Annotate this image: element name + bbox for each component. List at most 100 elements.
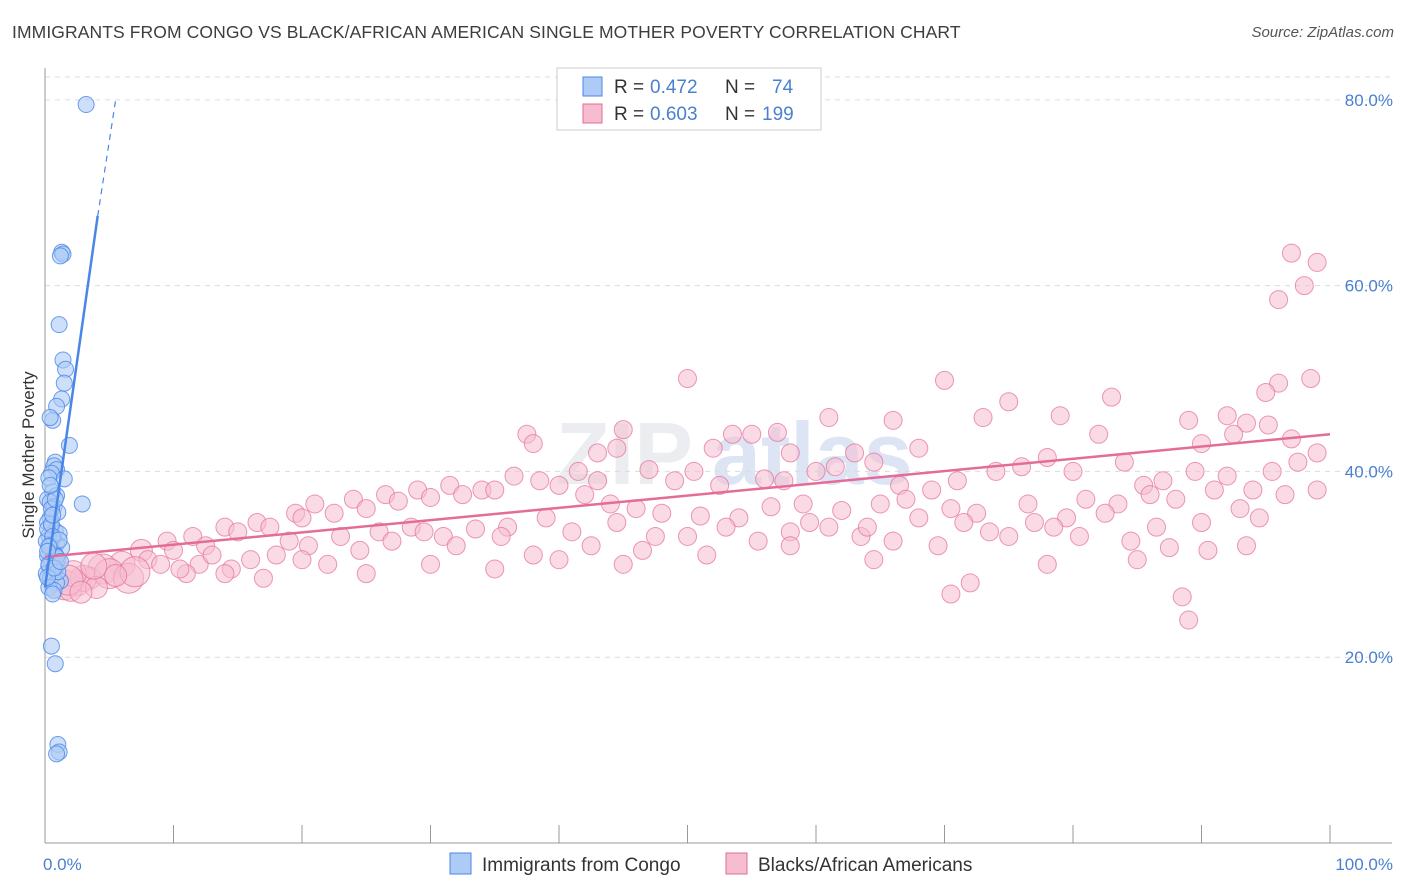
correlation-legend: R = 0.472 N = 74 R = 0.603 N = 199: [556, 67, 822, 131]
point-black-african-american: [652, 503, 672, 523]
legend-swatch-blue: [582, 76, 603, 97]
point-black-african-american: [684, 461, 704, 481]
point-black-african-american: [1037, 448, 1057, 467]
point-black-african-american: [613, 420, 633, 440]
point-black-african-american: [935, 370, 954, 390]
point-black-african-american: [1012, 457, 1032, 477]
point-black-african-american: [266, 545, 286, 565]
point-black-african-american: [523, 545, 543, 565]
point-black-african-american: [1127, 550, 1147, 570]
point-black-african-american: [1063, 461, 1083, 481]
point-black-african-american: [1102, 387, 1122, 407]
chart-title: IMMIGRANTS FROM CONGO VS BLACK/AFRICAN A…: [12, 22, 961, 42]
point-black-african-american: [485, 480, 505, 500]
point-black-african-american: [1024, 513, 1044, 533]
legend-r-label-2: R =: [614, 104, 644, 125]
point-black-african-american: [780, 536, 800, 556]
legend-n-value-2: 199: [762, 104, 794, 125]
point-black-african-american: [864, 550, 884, 570]
point-black-african-american: [562, 522, 582, 542]
point-black-african-american: [645, 526, 665, 546]
point-black-african-american: [755, 469, 775, 489]
point-black-african-american: [1281, 243, 1301, 263]
point-black-african-american: [1269, 290, 1289, 310]
point-black-african-american: [883, 531, 903, 551]
point-black-african-american: [530, 471, 550, 491]
legend-r-label-1: R =: [614, 77, 644, 98]
point-black-african-american: [748, 531, 768, 551]
point-black-african-american: [806, 461, 826, 481]
point-black-african-american: [151, 554, 171, 574]
point-black-african-american: [710, 475, 730, 495]
point-black-african-american: [607, 438, 627, 458]
point-black-african-american: [356, 499, 376, 519]
point-black-african-american: [588, 443, 608, 463]
point-congo: [73, 495, 91, 513]
point-black-african-american: [979, 522, 999, 542]
point-black-african-american: [1204, 480, 1224, 500]
point-black-african-american: [279, 531, 299, 551]
point-black-african-american: [1269, 373, 1289, 393]
point-black-african-american: [825, 457, 845, 477]
point-black-african-american: [1044, 517, 1064, 537]
point-black-african-american: [1089, 424, 1109, 444]
point-black-african-american: [1243, 480, 1263, 500]
point-congo: [42, 637, 60, 655]
y-tick-label: 80.0%: [1345, 91, 1393, 110]
point-black-african-american: [639, 460, 659, 480]
bottom-legend-label-black: Blacks/African Americans: [758, 855, 972, 876]
point-black-african-american: [260, 517, 280, 537]
point-black-african-american: [1236, 413, 1256, 433]
point-black-african-american: [928, 536, 948, 556]
point-black-african-american: [722, 424, 742, 444]
point-black-african-american: [665, 471, 685, 491]
point-black-african-american: [356, 564, 376, 584]
point-black-african-american: [1256, 382, 1276, 402]
point-black-african-american: [1172, 587, 1192, 607]
point-black-african-american: [388, 491, 408, 511]
point-black-african-american: [1114, 452, 1134, 472]
axes: [44, 68, 1392, 844]
point-black-african-american: [1179, 410, 1199, 430]
point-black-african-american: [446, 536, 466, 556]
point-congo: [55, 374, 73, 392]
point-black-african-american: [421, 554, 440, 574]
legend-n-value-1: 74: [772, 77, 794, 98]
point-black-african-american: [1301, 369, 1321, 389]
point-black-african-american: [318, 554, 338, 574]
trend-line-congo-extension: [97, 99, 117, 217]
legend-n-label-2: N =: [725, 104, 755, 125]
x-tick-label-max: 100.0%: [1335, 855, 1393, 874]
y-axis-title: Single Mother Poverty: [19, 371, 38, 539]
point-black-african-american: [183, 526, 203, 546]
point-black-african-american: [382, 531, 402, 551]
point-black-african-american: [832, 500, 852, 520]
point-black-african-american: [857, 517, 877, 537]
point-black-african-american: [536, 508, 556, 528]
point-congo: [44, 506, 62, 524]
point-black-african-american: [491, 526, 511, 546]
y-tick-label: 20.0%: [1345, 648, 1393, 667]
point-black-african-american: [819, 408, 839, 428]
point-black-african-american: [549, 475, 569, 495]
point-black-african-american: [523, 434, 543, 454]
point-black-african-american: [819, 517, 839, 537]
point-black-african-american: [896, 489, 916, 509]
point-black-african-american: [1230, 499, 1250, 519]
point-black-african-american: [883, 410, 903, 430]
point-black-african-american: [343, 489, 363, 509]
point-black-african-american: [909, 438, 929, 458]
point-black-african-american: [967, 503, 987, 523]
point-black-african-american: [369, 522, 389, 542]
point-black-african-american: [433, 526, 453, 546]
point-black-african-american: [440, 475, 460, 495]
point-black-african-american: [1159, 538, 1179, 558]
source-credit: Source: ZipAtlas.com: [1251, 24, 1394, 41]
point-congo: [51, 553, 69, 571]
point-black-african-american: [1288, 452, 1308, 472]
point-black-african-american: [1262, 461, 1282, 481]
x-tick-labels: 0.0% 100.0%: [43, 855, 1393, 874]
point-black-african-american: [414, 522, 434, 542]
point-black-african-american: [703, 438, 723, 458]
